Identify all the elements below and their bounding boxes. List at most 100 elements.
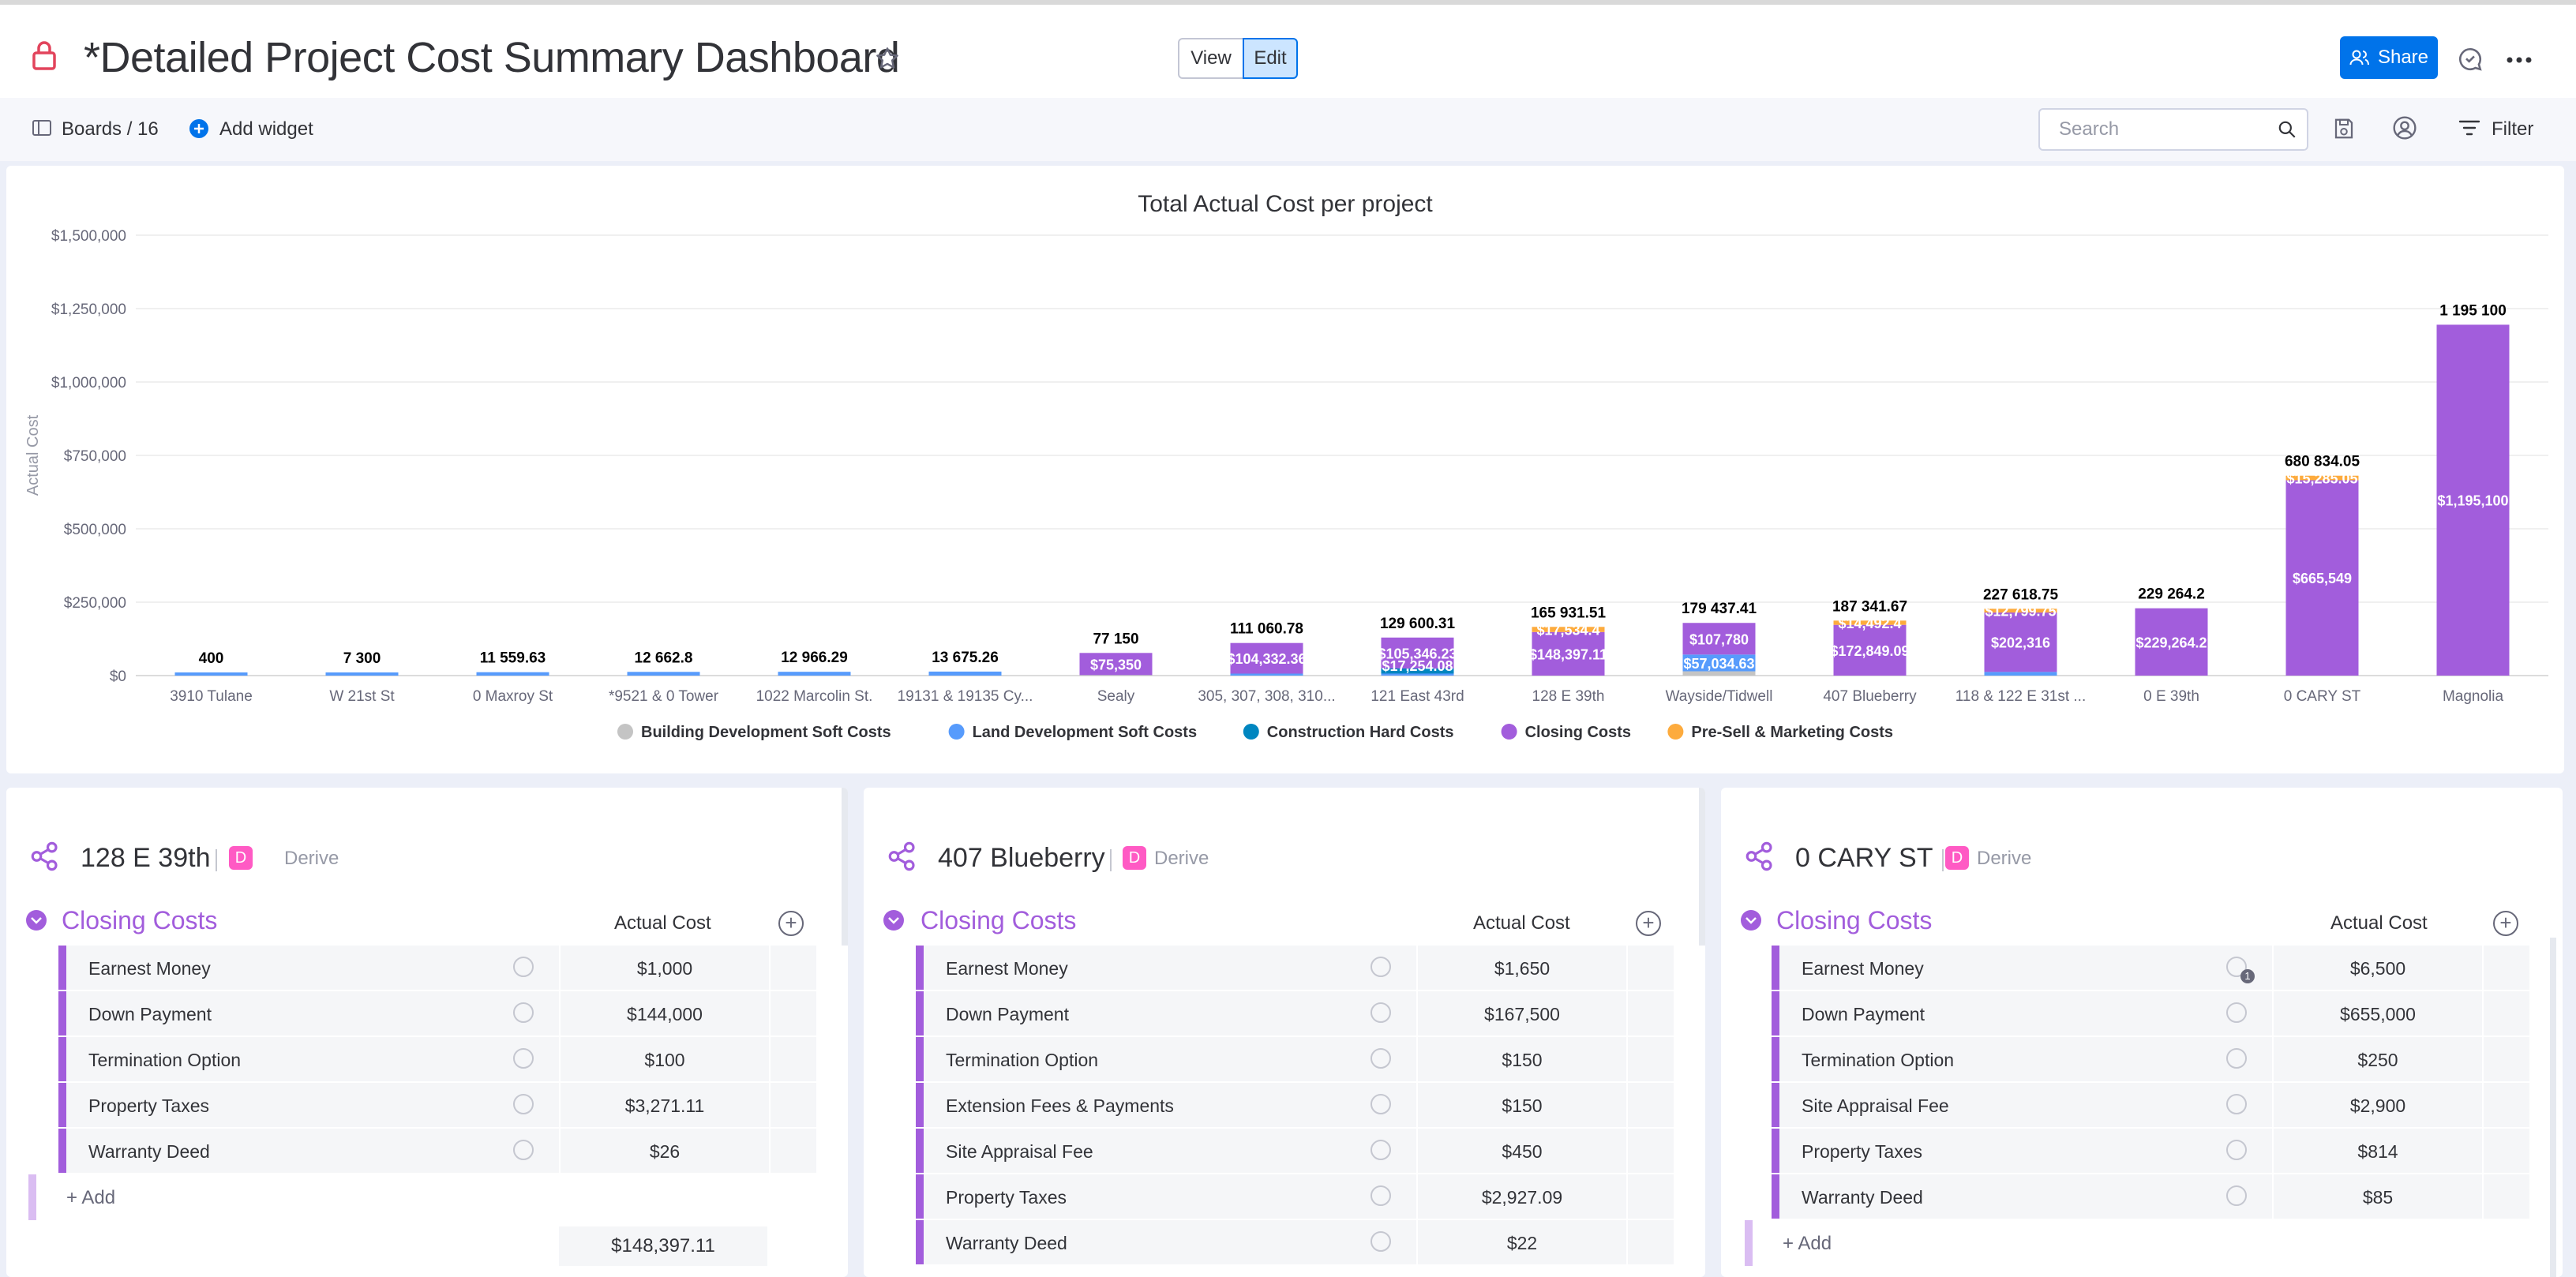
list-item[interactable]: Termination Option $150 [916, 1037, 1674, 1083]
item-name[interactable]: Termination Option [1802, 1050, 1955, 1070]
item-value[interactable]: $144,000 [627, 1004, 703, 1024]
board-title[interactable]: 128 E 39th [81, 843, 211, 873]
list-item[interactable]: Property Taxes $3,271.11 [58, 1083, 816, 1129]
item-value[interactable]: $100 [644, 1050, 685, 1070]
scrollbar[interactable] [842, 788, 848, 946]
list-item[interactable]: Extension Fees & Payments $150 [916, 1083, 1674, 1129]
add-update-icon[interactable] [2226, 1094, 2247, 1114]
add-column-button[interactable]: + [778, 911, 804, 936]
item-name[interactable]: Warranty Deed [946, 1233, 1067, 1253]
workspace-name[interactable]: Derive [1154, 848, 1209, 869]
item-value[interactable]: $150 [1502, 1050, 1543, 1070]
group-title[interactable]: Closing Costs [1776, 906, 1933, 934]
group-title[interactable]: Closing Costs [62, 906, 218, 934]
collapse-group-icon[interactable] [883, 909, 905, 931]
item-name[interactable]: Down Payment [88, 1004, 212, 1024]
share-button[interactable]: Share [2340, 36, 2438, 79]
scrollbar[interactable] [1699, 788, 1705, 946]
list-item[interactable]: Warranty Deed $22 [916, 1220, 1674, 1266]
item-name[interactable]: Property Taxes [1802, 1141, 1922, 1162]
column-header[interactable]: Actual Cost [2330, 912, 2428, 934]
list-item[interactable]: Down Payment $655,000 [1772, 991, 2529, 1037]
item-value[interactable]: $450 [1502, 1141, 1543, 1162]
item-value[interactable]: $1,000 [636, 958, 693, 979]
add-circle-icon[interactable] [188, 118, 210, 140]
add-update-icon[interactable] [513, 1094, 534, 1114]
boards-count-button[interactable]: Boards / 16 [62, 118, 159, 140]
item-value[interactable]: $3,271.11 [624, 1095, 705, 1116]
item-value[interactable]: $814 [2357, 1141, 2398, 1162]
view-mode-button[interactable]: View [1178, 38, 1244, 79]
item-value[interactable]: $1,650 [1494, 958, 1550, 979]
add-update-icon[interactable] [513, 1140, 534, 1160]
search-input[interactable]: Search [2038, 108, 2308, 151]
add-column-button[interactable]: + [1636, 911, 1661, 936]
item-name[interactable]: Site Appraisal Fee [946, 1141, 1093, 1162]
collapse-group-icon[interactable] [25, 909, 47, 931]
add-update-icon[interactable] [513, 1048, 534, 1069]
item-value[interactable]: $250 [2357, 1050, 2398, 1070]
list-item[interactable]: Down Payment $167,500 [916, 991, 1674, 1037]
add-item-row[interactable]: + Add [1745, 1220, 2529, 1266]
list-item[interactable]: Property Taxes $2,927.09 [916, 1174, 1674, 1220]
star-icon[interactable] [875, 46, 900, 71]
add-update-icon[interactable] [513, 957, 534, 977]
add-item-row[interactable]: + Add [28, 1174, 816, 1220]
add-update-icon[interactable] [1370, 1185, 1391, 1206]
list-item[interactable]: Earnest Money 1 $6,500 [1772, 946, 2529, 991]
item-name[interactable]: Earnest Money [946, 958, 1068, 979]
item-name[interactable]: Down Payment [946, 1004, 1069, 1024]
add-update-icon[interactable] [2226, 1140, 2247, 1160]
add-update-icon[interactable] [1370, 1002, 1391, 1023]
scrollbar[interactable] [2550, 938, 2556, 1277]
item-value[interactable]: $6,500 [2349, 958, 2406, 979]
page-title[interactable]: *Detailed Project Cost Summary Dashboard [84, 34, 900, 81]
lock-icon[interactable] [32, 39, 57, 71]
collapse-group-icon[interactable] [1740, 909, 1762, 931]
item-value[interactable]: $2,900 [2349, 1095, 2406, 1116]
board-title[interactable]: 407 Blueberry [938, 843, 1105, 873]
group-title[interactable]: Closing Costs [921, 906, 1077, 934]
item-name[interactable]: Earnest Money [88, 958, 211, 979]
list-item[interactable]: Down Payment $144,000 [58, 991, 816, 1037]
column-header[interactable]: Actual Cost [1473, 912, 1570, 934]
item-value[interactable]: $167,500 [1484, 1004, 1560, 1024]
list-item[interactable]: Property Taxes $814 [1772, 1129, 2529, 1174]
add-update-icon[interactable] [2226, 1185, 2247, 1206]
item-name[interactable]: Termination Option [946, 1050, 1099, 1070]
item-value[interactable]: $22 [1506, 1233, 1538, 1253]
item-name[interactable]: Property Taxes [946, 1187, 1067, 1208]
add-item-button[interactable]: + Add [1783, 1233, 1832, 1254]
workspace-name[interactable]: Derive [1977, 848, 2032, 869]
add-update-icon[interactable] [1370, 1140, 1391, 1160]
list-item[interactable]: Termination Option $100 [58, 1037, 816, 1083]
item-name[interactable]: Site Appraisal Fee [1802, 1095, 1949, 1116]
list-item[interactable]: Termination Option $250 [1772, 1037, 2529, 1083]
add-update-icon[interactable] [1370, 957, 1391, 977]
list-item[interactable]: Warranty Deed $26 [58, 1129, 816, 1174]
item-value[interactable]: $2,927.09 [1481, 1187, 1563, 1208]
edit-mode-button[interactable]: Edit [1243, 38, 1298, 79]
item-value[interactable]: $655,000 [2340, 1004, 2416, 1024]
add-update-icon[interactable] [513, 1002, 534, 1023]
item-value[interactable]: $85 [2362, 1187, 2394, 1208]
person-icon[interactable] [2392, 115, 2417, 140]
item-name[interactable]: Earnest Money [1802, 958, 1924, 979]
list-item[interactable]: Site Appraisal Fee $2,900 [1772, 1083, 2529, 1129]
item-name[interactable]: Termination Option [88, 1050, 242, 1070]
list-item[interactable]: Earnest Money $1,000 [58, 946, 816, 991]
updates-icon[interactable] [2226, 957, 2247, 977]
add-widget-button[interactable]: Add widget [219, 118, 313, 140]
add-update-icon[interactable] [2226, 1002, 2247, 1023]
list-item[interactable]: Warranty Deed $85 [1772, 1174, 2529, 1220]
add-item-button[interactable]: + Add [66, 1187, 116, 1208]
add-update-icon[interactable] [1370, 1048, 1391, 1069]
item-name[interactable]: Property Taxes [88, 1095, 209, 1116]
board-title[interactable]: 0 CARY ST [1795, 843, 1933, 873]
item-name[interactable]: Down Payment [1802, 1004, 1925, 1024]
column-header[interactable]: Actual Cost [614, 912, 711, 934]
add-update-icon[interactable] [1370, 1094, 1391, 1114]
more-options-icon[interactable] [2506, 51, 2533, 69]
item-value[interactable]: $26 [649, 1141, 681, 1162]
workspace-name[interactable]: Derive [284, 848, 339, 869]
